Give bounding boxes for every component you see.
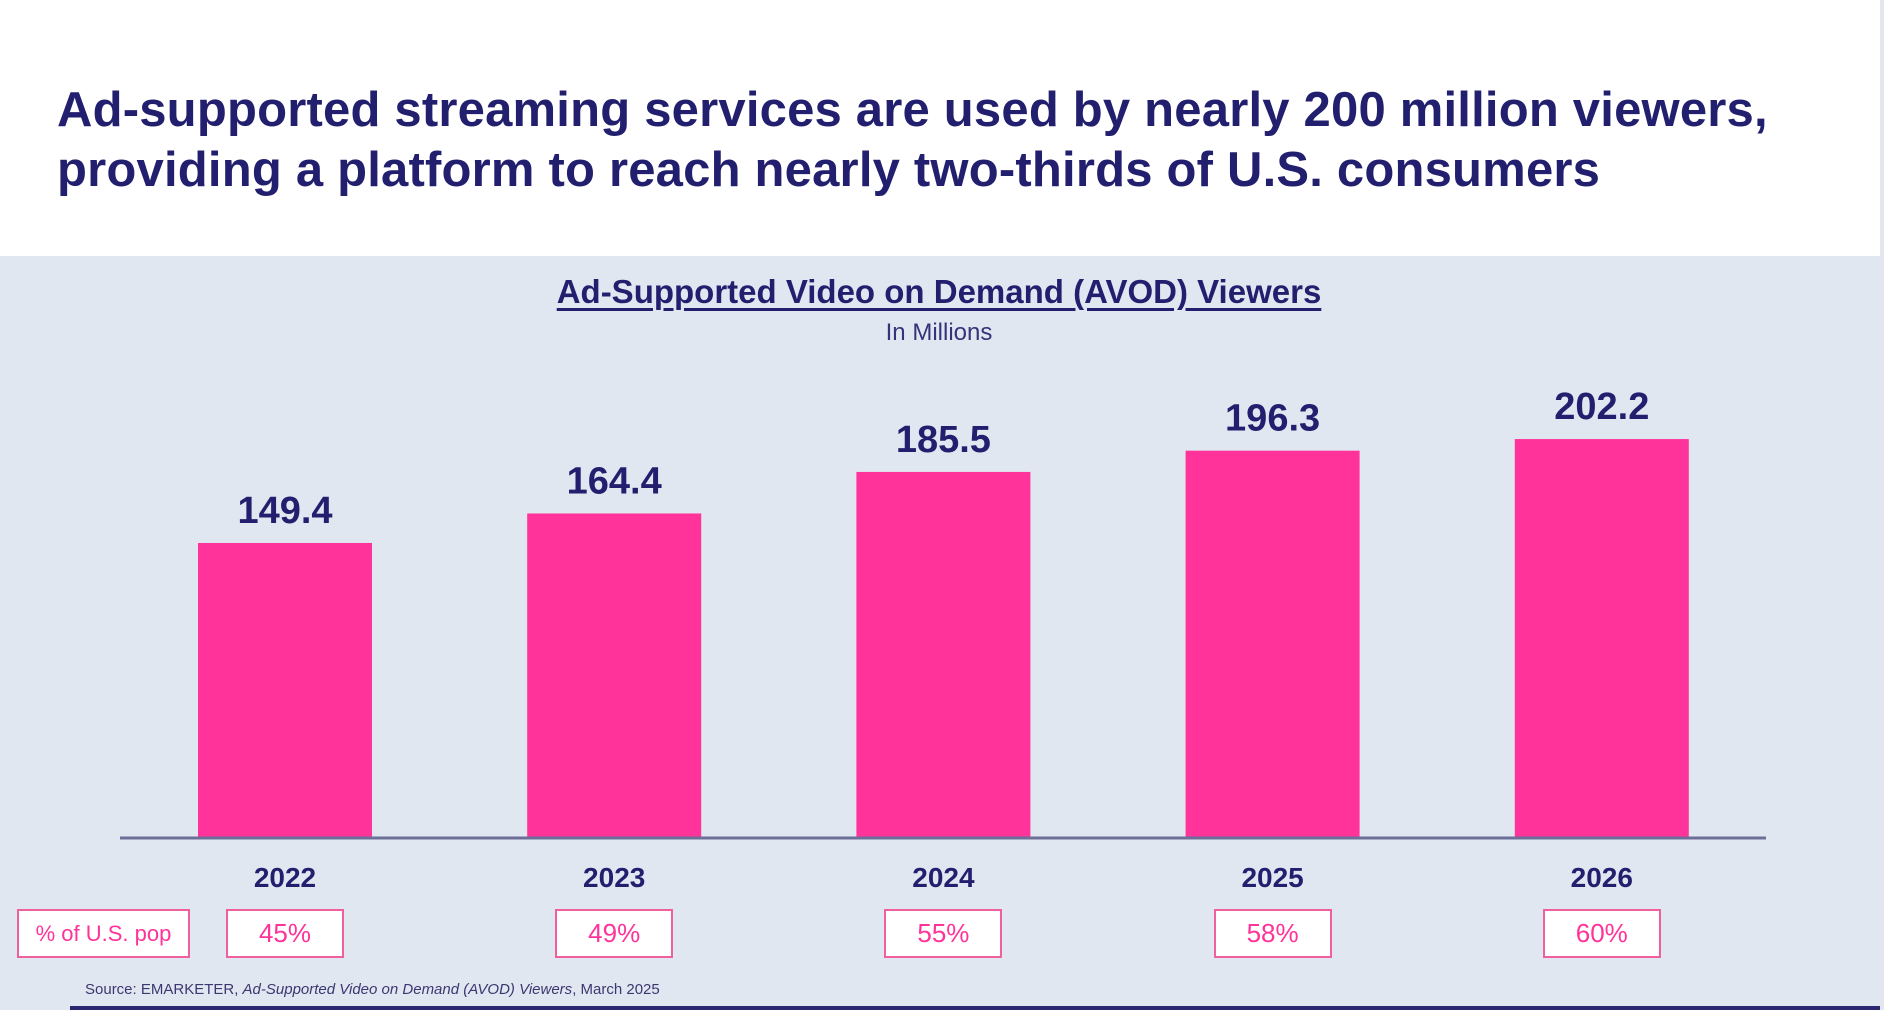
value-label-2023: 164.4 bbox=[567, 460, 662, 502]
pct-box-2024: 55% bbox=[884, 909, 1003, 958]
bar-2026 bbox=[1514, 439, 1689, 837]
value-label-2025: 196.3 bbox=[1225, 398, 1320, 440]
headline-line-2: providing a platform to reach nearly two… bbox=[57, 143, 1601, 197]
x-tick-label-2022: 2022 bbox=[254, 862, 316, 893]
value-label-2026: 202.2 bbox=[1554, 386, 1649, 428]
source-suffix: , March 2025 bbox=[572, 981, 660, 998]
bars-layer bbox=[198, 439, 1689, 837]
chart-subtitle: In Millions bbox=[885, 319, 993, 346]
value-label-2022: 149.4 bbox=[237, 490, 332, 532]
headline: Ad-supported streaming services are used… bbox=[57, 80, 1768, 200]
bar-2024 bbox=[856, 471, 1031, 837]
bottom-rule bbox=[70, 1006, 1884, 1010]
x-tick-label-2023: 2023 bbox=[583, 862, 645, 893]
headline-line-1: Ad-supported streaming services are used… bbox=[57, 83, 1768, 137]
pct-row-label: % of U.S. pop bbox=[17, 909, 190, 958]
pct-box-2023: 49% bbox=[555, 909, 674, 958]
x-tick-label-2024: 2024 bbox=[912, 862, 975, 893]
pct-box-2022: 45% bbox=[226, 909, 344, 958]
bar-2025 bbox=[1185, 450, 1360, 837]
x-tick-label-2026: 2026 bbox=[1571, 862, 1633, 893]
value-labels-layer: 149.4 164.4 185.5 196.3 202.2 bbox=[237, 386, 1649, 532]
right-edge-strip bbox=[1880, 0, 1884, 1010]
x-tick-label-2025: 2025 bbox=[1241, 862, 1303, 893]
source-prefix: Source: EMARKETER, bbox=[85, 981, 243, 998]
chart-title-container: Ad-Supported Video on Demand (AVOD) View… bbox=[0, 272, 1878, 312]
value-label-2024: 185.5 bbox=[896, 419, 991, 461]
pct-box-2026: 60% bbox=[1542, 909, 1661, 958]
pct-box-2025: 58% bbox=[1213, 909, 1332, 958]
chart-title: Ad-Supported Video on Demand (AVOD) View… bbox=[556, 273, 1322, 310]
header bbox=[0, 0, 1880, 256]
bar-2022 bbox=[198, 542, 372, 837]
source-title: Ad-Supported Video on Demand (AVOD) View… bbox=[242, 981, 573, 998]
bar-2023 bbox=[527, 513, 702, 837]
x-tick-labels-layer: 2022 2023 2024 2025 2026 bbox=[254, 862, 1633, 893]
source-note: Source: EMARKETER, Ad-Supported Video on… bbox=[85, 981, 660, 998]
